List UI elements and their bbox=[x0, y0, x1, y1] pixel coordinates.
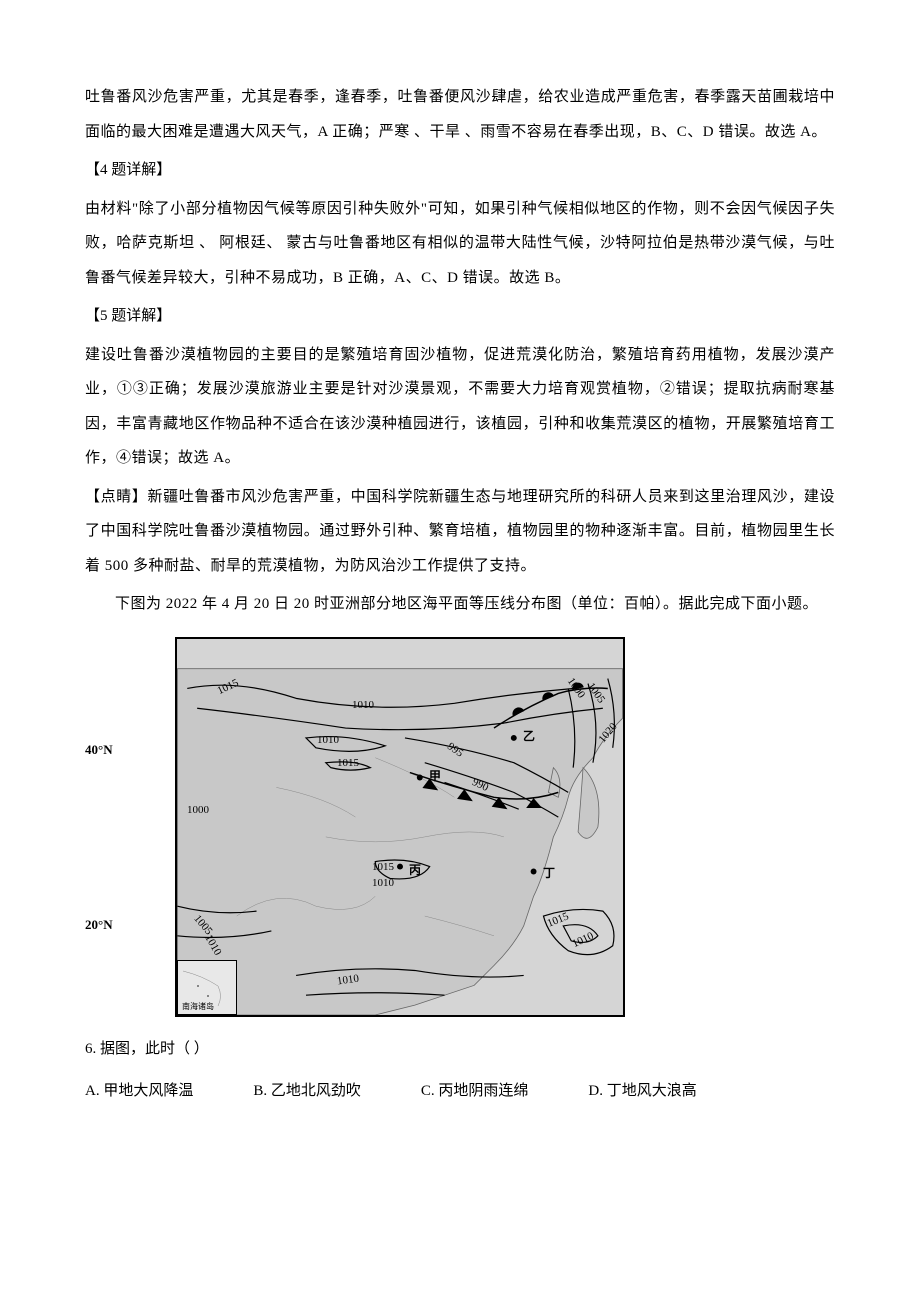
isobar-label: 1010 bbox=[336, 972, 359, 987]
question-number: 6. bbox=[85, 1041, 96, 1057]
latitude-label-20: 20°N bbox=[85, 917, 113, 933]
isobar-label: 1010 bbox=[317, 734, 339, 746]
inset-label: 南海诸岛 bbox=[182, 1001, 214, 1012]
isobar-label: 1015 bbox=[372, 861, 394, 873]
option-c[interactable]: C. 丙地阴雨连绵 bbox=[421, 1074, 529, 1109]
latitude-label-40: 40°N bbox=[85, 742, 113, 758]
isobar-label: 1015 bbox=[337, 757, 359, 769]
isobar-map: 60°E 80°E 100°E 120°E 140°E bbox=[175, 637, 625, 1017]
option-d[interactable]: D. 丁地风大浪高 bbox=[588, 1074, 696, 1109]
point-bing: 丙 bbox=[409, 861, 421, 878]
map-intro: 下图为 2022 年 4 月 20 日 20 时亚洲部分地区海平面等压线分布图（… bbox=[85, 587, 835, 622]
point-yi: 乙 bbox=[523, 727, 535, 744]
south-sea-inset: 南海诸岛 bbox=[177, 960, 237, 1015]
map-wrapper: 40°N 20°N 60°E 80°E 100°E 120°E 140°E bbox=[140, 637, 835, 1017]
isobar-label: 1000 bbox=[187, 804, 209, 816]
question-text: 据图，此时（ ） bbox=[100, 1041, 209, 1057]
isobar-label: 1010 bbox=[352, 699, 374, 711]
paragraph-5-answer: 建设吐鲁番沙漠植物园的主要目的是繁殖培育固沙植物，促进荒漠化防治，繁殖培育药用植… bbox=[85, 338, 835, 476]
tip-paragraph: 【点睛】新疆吐鲁番市风沙危害严重，中国科学院新疆生态与地理研究所的科研人员来到这… bbox=[85, 480, 835, 584]
question-6-options: A. 甲地大风降温 B. 乙地北风劲吹 C. 丙地阴雨连绵 D. 丁地风大浪高 bbox=[85, 1074, 835, 1109]
option-b[interactable]: B. 乙地北风劲吹 bbox=[253, 1074, 361, 1109]
question-5-header: 【5 题详解】 bbox=[85, 299, 835, 334]
question-4-header: 【4 题详解】 bbox=[85, 153, 835, 188]
point-jia: 甲 bbox=[429, 767, 441, 784]
isobar-label: 1010 bbox=[372, 877, 394, 889]
option-a[interactable]: A. 甲地大风降温 bbox=[85, 1074, 193, 1109]
paragraph-3-answer: 吐鲁番风沙危害严重，尤其是春季，逢春季，吐鲁番便风沙肆虐，给农业造成严重危害，春… bbox=[85, 80, 835, 149]
question-6: 6. 据图，此时（ ） bbox=[85, 1032, 835, 1067]
point-ding: 丁 bbox=[543, 864, 555, 881]
map-svg bbox=[177, 639, 623, 1015]
paragraph-4-answer: 由材料"除了小部分植物因气候等原因引种失败外"可知，如果引种气候相似地区的作物，… bbox=[85, 192, 835, 296]
